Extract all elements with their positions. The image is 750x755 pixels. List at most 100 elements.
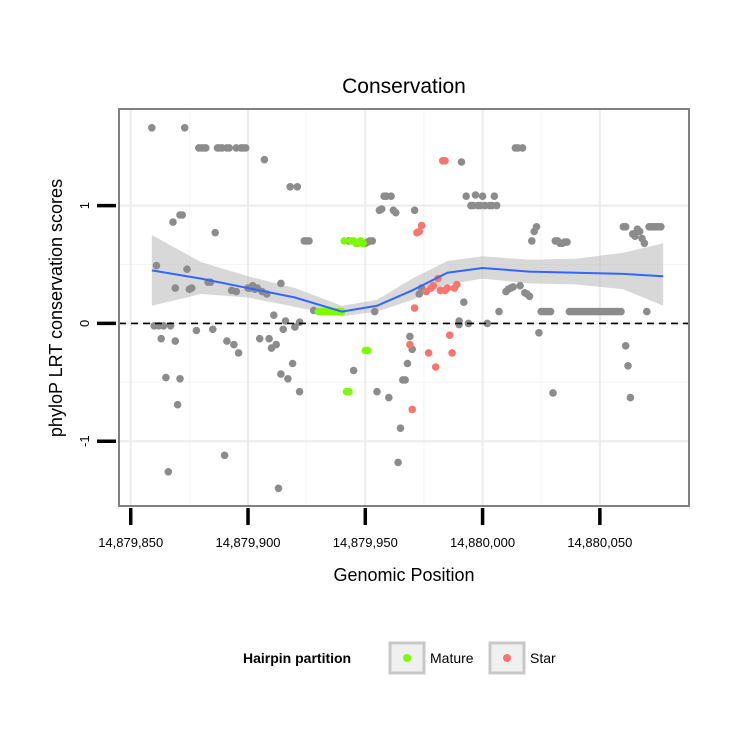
data-point-other xyxy=(241,144,250,152)
data-point-other xyxy=(528,237,536,245)
data-point-other xyxy=(209,325,217,334)
data-point-other xyxy=(223,337,231,345)
data-point-other xyxy=(518,144,527,152)
y-axis-label: phyloP LRT conservation scores xyxy=(46,179,66,437)
data-point-other xyxy=(478,192,487,200)
chart-title: Conservation xyxy=(342,75,466,98)
data-point-other xyxy=(234,349,243,357)
smooth-trend-line xyxy=(151,267,664,313)
legend: Hairpin partition Mature Star xyxy=(243,641,556,675)
data-point-other xyxy=(164,468,173,476)
data-point-other xyxy=(202,144,210,152)
data-point-other xyxy=(291,323,299,331)
data-point-other xyxy=(279,325,288,334)
data-point-other xyxy=(535,329,543,337)
data-point-other xyxy=(220,451,229,460)
data-point-other xyxy=(148,124,156,132)
data-point-other xyxy=(288,359,297,368)
data-point-other xyxy=(516,281,524,290)
data-point-other xyxy=(370,307,379,316)
data-point-other xyxy=(455,320,463,329)
data-point-other xyxy=(277,279,285,288)
data-point-other xyxy=(563,238,571,246)
x-tick-label: 14,879,850 xyxy=(98,535,163,550)
legend-title: Hairpin partition xyxy=(243,650,351,666)
data-point-other xyxy=(173,400,182,409)
legend-label-mature: Mature xyxy=(430,650,474,666)
data-point-other xyxy=(225,144,233,152)
plot-border xyxy=(118,108,690,507)
data-point-star xyxy=(448,349,456,357)
data-point-star xyxy=(429,281,438,290)
data-point-other xyxy=(230,340,238,349)
data-point-mature xyxy=(340,237,349,245)
legend-label-star: Star xyxy=(530,650,556,666)
data-point-mature xyxy=(363,346,372,355)
data-point-other xyxy=(385,393,393,402)
data-point-star xyxy=(445,331,454,340)
data-point-other xyxy=(255,334,264,343)
data-point-other xyxy=(284,375,292,383)
y-tick-label: -1 xyxy=(77,435,92,447)
data-point-other xyxy=(171,337,180,345)
data-point-mature xyxy=(345,387,353,396)
data-point-other xyxy=(624,362,632,370)
data-point-star xyxy=(443,284,452,292)
data-point-star xyxy=(417,221,426,230)
x-axis-label: Genomic Position xyxy=(333,565,474,585)
data-point-other xyxy=(272,340,281,349)
data-point-other xyxy=(260,155,269,164)
data-point-other xyxy=(626,393,635,402)
data-point-other xyxy=(492,201,501,210)
y-tick-label: 0 xyxy=(77,320,92,327)
legend-key-star-box xyxy=(488,641,526,675)
y-tick-label: 1 xyxy=(77,202,92,209)
data-point-other xyxy=(286,183,295,191)
data-point-other xyxy=(410,206,419,215)
data-point-other xyxy=(265,334,273,343)
data-point-other xyxy=(403,359,412,368)
data-point-other xyxy=(183,265,191,274)
data-point-other xyxy=(415,290,424,298)
data-point-other xyxy=(157,334,165,343)
plot-panel xyxy=(119,109,689,506)
series-star xyxy=(406,157,461,414)
data-point-other xyxy=(509,283,517,291)
data-point-other xyxy=(162,373,170,382)
data-point-other xyxy=(349,366,358,375)
legend-key-star xyxy=(503,654,511,662)
legend-key-mature xyxy=(403,654,411,662)
data-point-other xyxy=(368,237,377,245)
data-point-other xyxy=(490,192,499,200)
data-point-other xyxy=(274,484,283,493)
data-point-other xyxy=(232,287,241,296)
data-point-other xyxy=(471,191,480,199)
data-point-other xyxy=(211,228,219,237)
data-point-other xyxy=(176,375,184,383)
data-point-other xyxy=(617,307,625,316)
data-point-other xyxy=(621,223,630,231)
data-point-other xyxy=(621,342,630,350)
data-point-star xyxy=(453,280,461,289)
x-tick-label: 14,879,900 xyxy=(215,535,280,550)
data-point-other xyxy=(401,376,410,384)
data-point-other xyxy=(277,370,285,378)
data-point-other xyxy=(406,332,414,341)
data-point-other xyxy=(549,389,557,397)
data-point-other xyxy=(495,307,503,316)
data-point-other xyxy=(187,284,196,292)
data-point-star xyxy=(431,363,440,371)
data-point-star xyxy=(408,405,417,414)
data-point-other xyxy=(631,232,639,240)
data-point-star xyxy=(424,349,433,357)
data-point-other xyxy=(387,192,395,200)
data-point-other xyxy=(457,158,466,166)
x-tick-label: 14,880,050 xyxy=(567,535,632,550)
data-point-other xyxy=(270,311,278,320)
data-point-other xyxy=(295,318,304,327)
data-point-other xyxy=(640,239,649,248)
data-point-other xyxy=(394,458,402,467)
data-point-other xyxy=(546,307,555,316)
